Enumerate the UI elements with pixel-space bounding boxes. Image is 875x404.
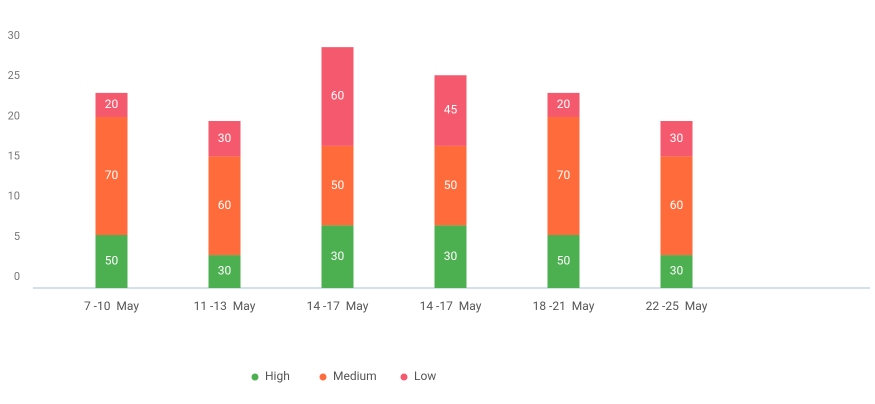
segment-label: 70 — [557, 168, 571, 182]
legend-marker — [319, 373, 327, 381]
legend-marker — [400, 373, 408, 381]
segment-label: 50 — [105, 254, 119, 268]
x-tick-label: 18 -21 May — [533, 299, 595, 313]
y-tick-label: 30 — [8, 29, 20, 42]
x-tick-label: 7 -10 May — [84, 299, 139, 313]
segment-label: 30 — [218, 264, 232, 278]
segment-label: 50 — [557, 254, 571, 268]
bar-segment — [321, 225, 354, 288]
bar-segment — [95, 235, 128, 288]
y-tick-label: 0 — [14, 270, 20, 283]
bar-segment — [434, 145, 467, 226]
segment-label: 60 — [670, 198, 684, 212]
segment-label: 30 — [670, 264, 684, 278]
y-tick-label: 25 — [8, 69, 20, 82]
y-tick-label: 35 — [8, 0, 20, 2]
segment-label: 50 — [331, 178, 345, 192]
segment-label: 30 — [670, 131, 684, 145]
legend-label: Low — [414, 369, 436, 383]
segment-label: 70 — [105, 168, 119, 182]
y-tick-label: 10 — [8, 190, 20, 203]
bar-segment — [208, 156, 241, 256]
y-axis-label: Count — [0, 148, 2, 180]
y-tick-label: 15 — [8, 149, 20, 162]
legend-label: High — [265, 369, 290, 383]
bar-segment — [660, 121, 693, 157]
x-tick-label: 14 -17 May — [307, 299, 369, 313]
bar-segment — [95, 92, 128, 117]
segment-label: 30 — [218, 131, 232, 145]
legend-marker — [251, 373, 259, 381]
segment-label: 20 — [105, 97, 119, 111]
segment-label: 50 — [444, 178, 458, 192]
x-tick-label: 11 -13 May — [194, 299, 256, 313]
y-tick-label: 5 — [14, 230, 20, 243]
bar-segment — [95, 116, 128, 236]
bar-segment — [547, 92, 580, 117]
segment-label: 60 — [331, 89, 345, 103]
x-tick-label: 22 -25 May — [646, 299, 708, 313]
segment-label: 60 — [218, 198, 232, 212]
segment-label: 30 — [444, 249, 458, 263]
bar-segment — [660, 255, 693, 288]
bar-segment — [547, 235, 580, 288]
segment-label: 20 — [557, 97, 571, 111]
bar-segment — [208, 255, 241, 288]
bar-segment — [547, 116, 580, 236]
legend-label: Medium — [333, 369, 377, 383]
segment-label: 30 — [331, 249, 345, 263]
y-tick-label: 20 — [8, 109, 20, 122]
bar-segment — [434, 225, 467, 288]
bar-segment — [434, 75, 467, 146]
bar-segment — [208, 121, 241, 157]
x-tick-label: 14 -17 May — [420, 299, 482, 313]
bar-segment — [321, 145, 354, 226]
bar-segment — [660, 156, 693, 256]
segment-label: 45 — [444, 103, 458, 117]
bar-segment — [321, 47, 354, 146]
